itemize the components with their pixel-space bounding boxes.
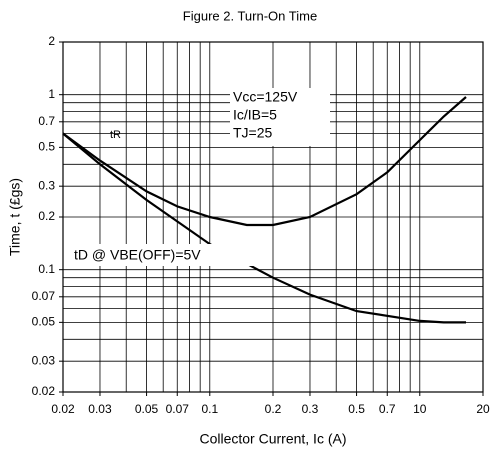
annotation: Vcc=125V: [233, 89, 298, 105]
y-tick-label: 2: [48, 34, 55, 48]
x-axis-label: Collector Current, Ic (A): [199, 431, 346, 447]
y-tick-label: 0.2: [38, 209, 55, 223]
y-tick-label: 0.3: [38, 178, 55, 192]
chart-title: Figure 2. Turn-On Time: [183, 8, 317, 23]
x-tick-label: 0.07: [166, 402, 190, 416]
x-tick-label: 10: [413, 402, 427, 416]
y-tick-label: 0.5: [38, 140, 55, 154]
annotation: TJ=25: [233, 125, 273, 141]
y-tick-label: 0.1: [38, 262, 55, 276]
y-tick-label: 0.7: [38, 114, 55, 128]
x-tick-label: 0.7: [379, 402, 396, 416]
x-tick-label: 0.3: [302, 402, 319, 416]
y-tick-label: 0.05: [32, 315, 56, 329]
y-tick-label: 0.03: [32, 353, 56, 367]
x-tick-label: 0.03: [88, 402, 112, 416]
x-tick-label: 20: [476, 402, 490, 416]
y-tick-label: 0.07: [32, 289, 56, 303]
label-bg: [70, 244, 254, 266]
x-tick-label: 0.05: [135, 402, 159, 416]
x-tick-label: 0.1: [201, 402, 218, 416]
x-tick-label: 0.02: [51, 402, 75, 416]
annotation-bg: [230, 88, 330, 146]
x-tick-label: 0.5: [348, 402, 365, 416]
y-tick-label: 0.02: [32, 384, 56, 398]
y-tick-label: 1: [48, 87, 55, 101]
x-tick-label: 0.2: [265, 402, 282, 416]
y-axis-label: Time, t (£gs): [7, 178, 23, 256]
curve: [62, 132, 466, 324]
curve: [62, 96, 467, 227]
series-label: tR: [110, 129, 121, 141]
annotation: Ic/IB=5: [233, 107, 277, 123]
series-label: tD @ VBE(OFF)=5V: [74, 247, 201, 263]
